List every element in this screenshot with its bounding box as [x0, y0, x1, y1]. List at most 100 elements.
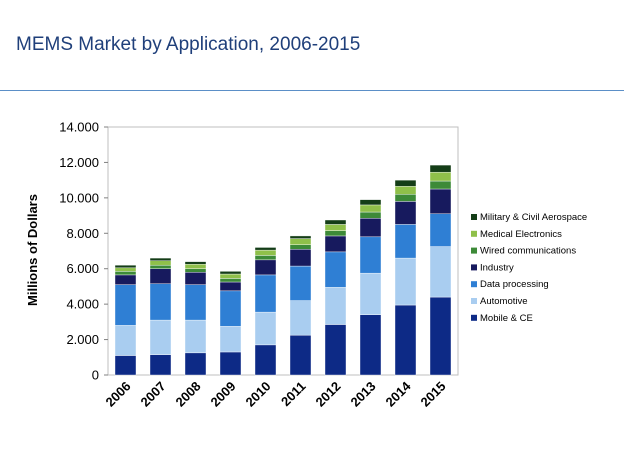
x-tick-label: 2012 [313, 379, 344, 410]
bar-segment-2011-5 [289, 238, 312, 246]
bar-segment-2009-6 [219, 271, 242, 275]
bar-segment-2013-5 [359, 204, 382, 213]
bar-segment-2010-3 [254, 259, 277, 276]
bar-segment-2014-2 [394, 224, 417, 259]
bar-segment-2011-6 [289, 235, 312, 239]
bar-segment-2015-2 [429, 213, 452, 247]
bar-segment-2014-5 [394, 186, 417, 195]
x-tick-label: 2009 [208, 379, 239, 410]
plot-area [107, 126, 459, 376]
bar-segment-2013-4 [359, 211, 382, 219]
page-title: MEMS Market by Application, 2006-2015 [16, 34, 361, 55]
bar-segment-2014-1 [394, 257, 417, 306]
bar-segment-2015-6 [429, 164, 452, 173]
y-tick-label: 6.000 [66, 261, 99, 276]
legend-label: Military & Civil Aerospace [480, 212, 587, 223]
x-tick-label: 2015 [418, 379, 449, 410]
bar-segment-2006-5 [114, 267, 137, 272]
bar-segment-2014-3 [394, 201, 417, 225]
bar-segment-2008-3 [184, 272, 207, 285]
legend-swatch [471, 214, 477, 220]
bar-segment-2008-6 [184, 261, 207, 265]
legend-swatch [471, 298, 477, 304]
bar-segment-2008-1 [184, 319, 207, 354]
y-tick-label: 0 [92, 368, 99, 383]
bar-segment-2007-0 [149, 354, 172, 376]
bar-segment-2010-1 [254, 311, 277, 346]
legend-swatch [471, 230, 477, 237]
bar-segment-2006-6 [114, 264, 137, 269]
bar-segment-2006-2 [114, 284, 137, 326]
bar-segment-2012-2 [324, 251, 347, 288]
bar-segment-2006-4 [114, 271, 137, 276]
legend-swatch [471, 247, 477, 254]
bar-segment-2015-1 [429, 246, 452, 298]
legend-label: Automotive [480, 296, 528, 307]
y-tick-label: 4.000 [66, 297, 99, 312]
bar-segment-2014-4 [394, 194, 417, 202]
y-tick-label: 14.000 [59, 120, 99, 135]
x-tick-label: 2007 [138, 379, 169, 410]
x-tick-label: 2013 [348, 379, 379, 410]
bar-segment-2013-3 [359, 218, 382, 238]
bar-segment-2008-5 [184, 264, 207, 269]
bar-segment-2008-2 [184, 284, 207, 321]
legend-swatch [471, 314, 477, 321]
legend-label: Wired communications [480, 246, 576, 257]
title-divider [0, 90, 624, 91]
x-tick-label: 2010 [243, 379, 274, 410]
bar-segment-2013-1 [359, 272, 382, 315]
bar-segment-2012-4 [324, 230, 347, 237]
y-tick-label: 2.000 [66, 332, 99, 347]
bar-segment-2009-1 [219, 326, 242, 353]
bar-segment-2012-0 [324, 324, 347, 376]
bar-segment-2009-3 [219, 281, 242, 292]
bar-segment-2007-2 [149, 283, 172, 321]
y-tick-label: 10.000 [59, 190, 99, 205]
bar-segment-2013-0 [359, 314, 382, 376]
x-tick-label: 2006 [103, 379, 134, 410]
bar-segment-2006-0 [114, 355, 137, 376]
bar-segment-2011-0 [289, 334, 312, 376]
x-tick-label: 2014 [383, 378, 415, 410]
bar-segment-2011-2 [289, 265, 312, 301]
legend-label: Medical Electronics [480, 229, 562, 240]
bar-segment-2012-6 [324, 219, 347, 225]
bar-segment-2015-5 [429, 171, 452, 182]
bar-segment-2010-4 [254, 255, 277, 261]
bar-segment-2013-6 [359, 199, 382, 206]
bar-segment-2015-0 [429, 296, 452, 376]
bar-segment-2011-3 [289, 249, 312, 267]
legend-swatch [471, 264, 477, 271]
bar-segment-2015-4 [429, 180, 452, 190]
y-tick-label: 8.000 [66, 226, 99, 241]
x-tick-label: 2011 [278, 379, 309, 410]
bar-segment-2010-0 [254, 344, 277, 376]
bar-segment-2007-3 [149, 268, 172, 284]
legend-swatch [471, 281, 477, 288]
bar-segment-2014-6 [394, 179, 417, 187]
bar-segment-2007-4 [149, 264, 172, 269]
x-tick-label: 2008 [173, 379, 204, 410]
bar-segment-2010-6 [254, 247, 277, 251]
bar-segment-2009-4 [219, 278, 242, 283]
bar-segment-2010-5 [254, 249, 277, 256]
bar-segment-2009-0 [219, 351, 242, 376]
legend-label: Mobile & CE [480, 313, 533, 324]
bar-segment-2009-2 [219, 290, 242, 327]
bar-segment-2006-3 [114, 274, 137, 285]
bar-segment-2015-3 [429, 188, 452, 214]
bar-segment-2007-1 [149, 319, 172, 355]
bar-segment-2008-0 [184, 352, 207, 376]
bar-segment-2014-0 [394, 304, 417, 376]
bar-segment-2012-5 [324, 224, 347, 231]
bar-segment-2006-1 [114, 325, 137, 356]
y-tick-label: 12.000 [59, 155, 99, 170]
bar-segment-2010-2 [254, 274, 277, 313]
bar-segment-2007-6 [149, 257, 172, 261]
bar-segment-2013-2 [359, 236, 382, 274]
legend-label: Industry [480, 262, 514, 273]
y-axis-title: Millions of Dollars [25, 194, 40, 306]
bar-segment-2007-5 [149, 260, 172, 266]
